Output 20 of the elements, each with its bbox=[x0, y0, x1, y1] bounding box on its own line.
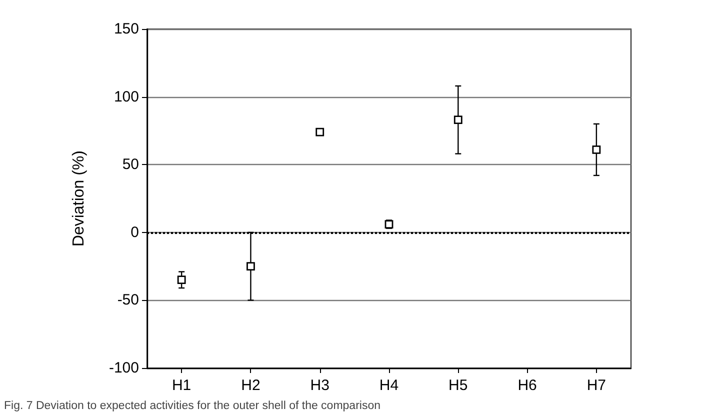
caption: Fig. 7 Deviation to expected activities for the outer shell of the comparison bbox=[4, 400, 381, 412]
y-tick-label: -100 bbox=[108, 360, 139, 376]
point bbox=[177, 276, 186, 284]
x-tick-label: H3 bbox=[310, 377, 330, 394]
point bbox=[592, 145, 601, 154]
point bbox=[316, 128, 324, 136]
y-tick-label: 100 bbox=[114, 88, 139, 106]
point bbox=[246, 262, 255, 270]
x-tick-label: H5 bbox=[448, 377, 468, 394]
x-tick-label: H7 bbox=[586, 377, 606, 394]
x-tick-label: H6 bbox=[518, 377, 537, 394]
x-tick-label: H4 bbox=[379, 377, 399, 394]
y-tick-label: 150 bbox=[114, 20, 139, 38]
y-tick-label: 0 bbox=[130, 224, 139, 241]
y-tick-label: -50 bbox=[117, 292, 139, 309]
x-tick-label: H2 bbox=[241, 377, 260, 394]
y-axis-title: Deviation (%) bbox=[70, 150, 88, 247]
x-tick-label: H1 bbox=[172, 377, 192, 394]
point bbox=[454, 116, 462, 124]
y-tick-label: 50 bbox=[122, 156, 139, 174]
